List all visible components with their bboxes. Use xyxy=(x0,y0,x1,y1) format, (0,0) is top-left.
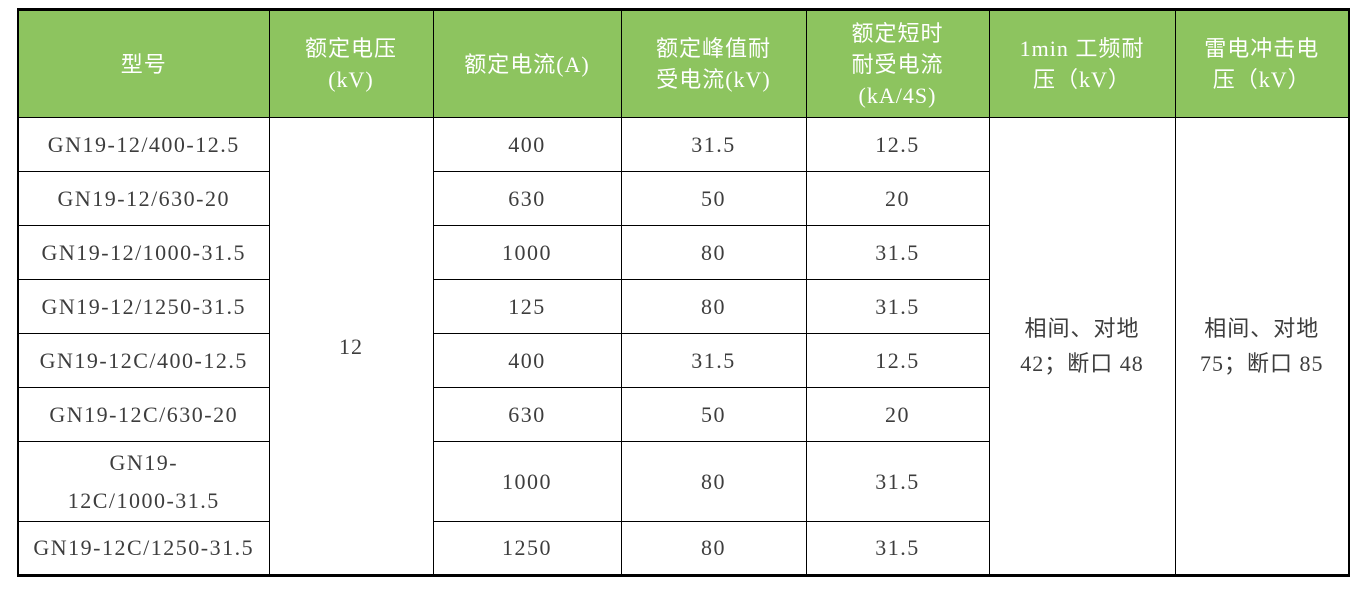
header-peak-withstand-current: 额定峰值耐 受电流(kV) xyxy=(620,9,807,118)
model-cell: GN19- 12C/1000-31.5 xyxy=(17,441,270,522)
peak-current-cell: 80 xyxy=(620,279,807,334)
current-cell: 1000 xyxy=(432,225,622,280)
short-time-current-cell: 31.5 xyxy=(805,279,990,334)
header-power-freq-voltage: 1min 工频耐 压（kV） xyxy=(988,9,1176,118)
short-time-current-cell: 31.5 xyxy=(805,441,990,522)
current-cell: 1250 xyxy=(432,521,622,576)
table-row: GN19-12/1000-31.5 1000 80 31.5 xyxy=(17,225,1349,280)
spec-table: 型号 额定电压 (kV) 额定电流(A) 额定峰值耐 受电流(kV) 额定短时 … xyxy=(17,8,1350,577)
short-time-current-cell: 20 xyxy=(805,171,990,226)
header-rated-current: 额定电流(A) xyxy=(432,9,622,118)
spec-table-container: 型号 额定电压 (kV) 额定电流(A) 额定峰值耐 受电流(kV) 额定短时 … xyxy=(17,8,1350,577)
peak-current-cell: 31.5 xyxy=(620,333,807,388)
table-row: GN19-12C/1250-31.5 1250 80 31.5 xyxy=(17,521,1349,576)
model-cell: GN19-12/630-20 xyxy=(17,171,270,226)
table-row: GN19-12/400-12.5 12 400 31.5 12.5 相间、对地 … xyxy=(17,117,1350,576)
current-cell: 630 xyxy=(432,387,622,442)
peak-current-cell: 80 xyxy=(620,441,807,522)
peak-current-cell: 50 xyxy=(620,387,807,442)
peak-current-cell: 31.5 xyxy=(620,117,807,172)
model-cell: GN19-12/400-12.5 xyxy=(17,117,270,172)
peak-current-cell: 50 xyxy=(620,171,807,226)
model-cell: GN19-12C/400-12.5 xyxy=(17,333,270,388)
short-time-current-cell: 12.5 xyxy=(805,333,990,388)
peak-current-cell: 80 xyxy=(620,225,807,280)
short-time-current-cell: 31.5 xyxy=(805,521,990,576)
lightning-impulse-cell: 相间、对地 75；断口 85 xyxy=(1174,117,1350,576)
table-row: GN19-12C/630-20 630 50 20 xyxy=(17,387,1349,442)
short-time-current-cell: 12.5 xyxy=(805,117,990,172)
model-cell: GN19-12C/630-20 xyxy=(17,387,270,442)
header-lightning-impulse: 雷电冲击电 压（kV） xyxy=(1174,9,1350,118)
current-cell: 400 xyxy=(432,333,622,388)
short-time-current-cell: 20 xyxy=(805,387,990,442)
table-row: GN19-12/1250-31.5 125 80 31.5 xyxy=(17,279,1349,334)
peak-current-cell: 80 xyxy=(620,521,807,576)
current-cell: 400 xyxy=(432,117,622,172)
model-cell: GN19-12/1000-31.5 xyxy=(17,225,270,280)
current-cell: 125 xyxy=(432,279,622,334)
power-freq-withstand-cell: 相间、对地 42；断口 48 xyxy=(988,117,1176,576)
table-row: GN19-12/630-20 630 50 20 xyxy=(17,171,1349,226)
model-cell: GN19-12/1250-31.5 xyxy=(17,279,270,334)
current-cell: 630 xyxy=(432,171,622,226)
header-short-time-current: 额定短时 耐受电流 (kA/4S) xyxy=(805,9,990,118)
rated-voltage-cell: 12 xyxy=(268,117,434,576)
table-row: GN19- 12C/1000-31.5 1000 80 31.5 xyxy=(17,441,1349,522)
model-cell: GN19-12C/1250-31.5 xyxy=(17,521,270,576)
short-time-current-cell: 31.5 xyxy=(805,225,990,280)
header-rated-voltage: 额定电压 (kV) xyxy=(268,9,434,118)
header-model: 型号 xyxy=(17,9,270,118)
current-cell: 1000 xyxy=(432,441,622,522)
header-row: 型号 额定电压 (kV) 额定电流(A) 额定峰值耐 受电流(kV) 额定短时 … xyxy=(17,9,1350,118)
